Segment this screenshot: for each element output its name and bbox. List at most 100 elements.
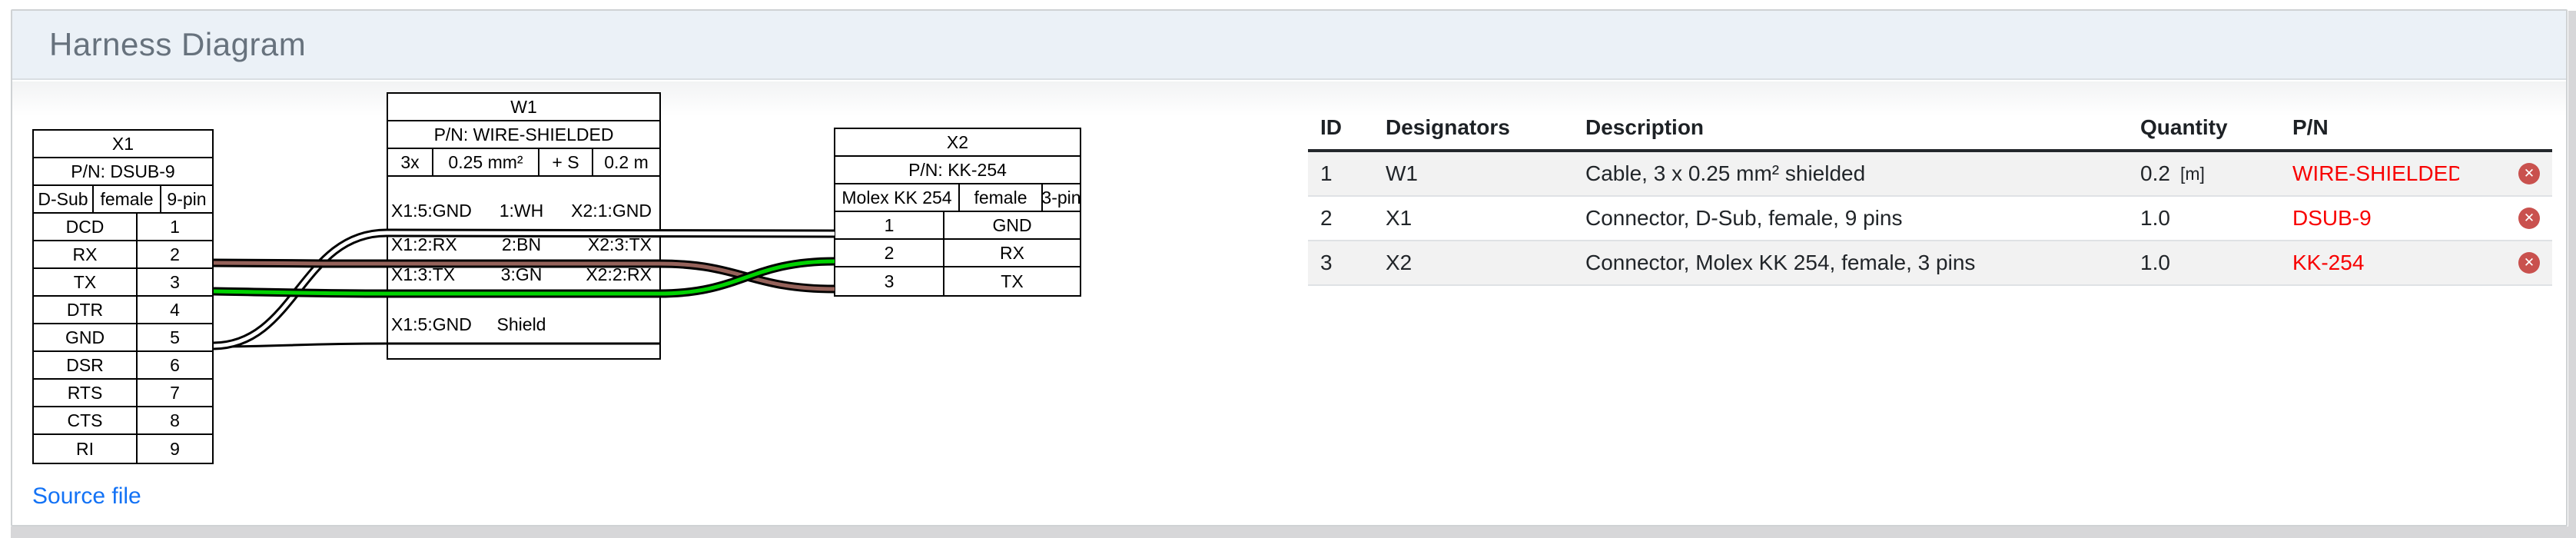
x1-pin-name: DTR xyxy=(34,297,138,323)
x1-pin-name: CTS xyxy=(34,407,138,433)
bom-header-id: ID xyxy=(1308,106,1373,152)
bom-cell-actions: ✕ xyxy=(2459,241,2552,286)
x1-pin-num: 8 xyxy=(170,410,180,430)
w1-length: 0.2 m xyxy=(604,151,649,172)
x2-type: Molex KK 254 xyxy=(835,184,960,211)
bom-cell-quantity: 0.2 [m] xyxy=(2128,152,2280,197)
bom-table: ID Designators Description Quantity P/N … xyxy=(1308,106,2552,286)
delete-row-button[interactable]: ✕ xyxy=(2518,208,2540,229)
bom-header-designators: Designators xyxy=(1373,106,1573,152)
delete-row-button[interactable]: ✕ xyxy=(2518,163,2540,184)
x1-pin-num: 6 xyxy=(170,354,180,375)
bom-cell-actions: ✕ xyxy=(2459,197,2552,241)
delete-icon: ✕ xyxy=(2523,210,2535,226)
delete-icon: ✕ xyxy=(2523,165,2535,181)
x1-pin-name: TX xyxy=(34,269,138,295)
bom-cell-pn: KK-254 xyxy=(2280,241,2459,286)
quantity-value: 1.0 xyxy=(2140,251,2170,274)
bom-header-actions xyxy=(2459,106,2552,152)
x1-pin-num: 3 xyxy=(170,271,180,292)
x1-gender: female xyxy=(94,186,161,212)
x2-part-number: P/N: KK-254 xyxy=(908,159,1007,180)
quantity-unit: [m] xyxy=(2179,163,2205,184)
page-background-bottom xyxy=(11,526,2576,538)
page-title: Harness Diagram xyxy=(49,26,307,62)
page-background-right xyxy=(2568,11,2576,538)
x1-pin-row: CTS 8 xyxy=(34,407,212,435)
quantity-value: 0.2 xyxy=(2140,161,2170,185)
bom-header-description: Description xyxy=(1573,106,2128,152)
x1-pincount: 9-pin xyxy=(167,188,207,209)
wire-to: X2:2:RX xyxy=(586,264,652,284)
bom-header-pn: P/N xyxy=(2280,106,2459,152)
w1-wire-area: X1:5:GND 1:WH X2:1:GND X1:2:RX 2:BN X2:3… xyxy=(388,177,659,358)
x2-pin-name: RX xyxy=(1000,242,1024,263)
x1-pin-num: 4 xyxy=(170,299,180,320)
x2-gender: female xyxy=(960,184,1043,211)
connector-table-x1: X1 P/N: DSUB-9 D-Sub female 9-pin DCD 1 R… xyxy=(32,129,214,464)
wire-from: X1:5:GND xyxy=(391,314,472,334)
bom-cell-pn: DSUB-9 xyxy=(2280,197,2459,241)
x2-pin-num: 1 xyxy=(835,212,944,238)
x1-pin-num: 2 xyxy=(170,244,180,264)
x1-pin-row: RTS 7 xyxy=(34,380,212,407)
x1-pin-row: RI 9 xyxy=(34,435,212,463)
x1-part-number: P/N: DSUB-9 xyxy=(71,161,175,181)
x2-pin-row: 1 GND xyxy=(835,212,1080,240)
wire-from: X1:2:RX xyxy=(391,234,457,254)
x1-pin-row: TX 3 xyxy=(34,269,212,297)
bom-cell-pn: WIRE-SHIELDED xyxy=(2280,152,2463,197)
w1-wirecount: 3x xyxy=(388,149,433,175)
x2-pincount: 3-pin xyxy=(1043,187,1080,208)
x2-pin-row: 2 RX xyxy=(835,240,1080,267)
bom-header-quantity: Quantity xyxy=(2128,106,2280,152)
x1-type: D-Sub xyxy=(34,186,94,212)
wire-to: X2:3:TX xyxy=(587,234,652,254)
quantity-value: 1.0 xyxy=(2140,206,2170,230)
x2-pin-name: GND xyxy=(992,214,1032,235)
wire-row-label: X1:3:TX 3:GN X2:2:RX xyxy=(391,263,652,286)
x1-pin-name: GND xyxy=(34,324,138,350)
bom-cell-description: Connector, D-Sub, female, 9 pins xyxy=(1573,197,2128,241)
x2-pin-row: 3 TX xyxy=(835,267,1080,295)
bom-cell-quantity: 1.0 xyxy=(2128,197,2280,241)
x1-pin-name: DSR xyxy=(34,352,138,378)
wire-row-label: X1:5:GND 1:WH X2:1:GND xyxy=(391,199,652,222)
bom-cell-description: Cable, 3 x 0.25 mm² shielded xyxy=(1573,152,2128,197)
x2-pin-name: TX xyxy=(1001,271,1024,291)
w1-gauge: 0.25 mm² xyxy=(433,149,539,175)
x1-pin-row: RX 2 xyxy=(34,241,212,269)
wire-from: X1:3:TX xyxy=(391,264,456,284)
bom-cell-id: 2 xyxy=(1308,197,1373,241)
bom-cell-description: Connector, Molex KK 254, female, 3 pins xyxy=(1573,241,2128,286)
bom-cell-designators: W1 xyxy=(1373,152,1573,197)
bom-cell-designators: X2 xyxy=(1373,241,1573,286)
wire-id-color: 2:BN xyxy=(501,234,542,254)
bom-cell-designators: X1 xyxy=(1373,197,1573,241)
x1-pin-name: DCD xyxy=(34,214,138,240)
w1-part-number: P/N: WIRE-SHIELDED xyxy=(433,124,614,144)
x1-pin-name: RTS xyxy=(34,380,138,406)
x1-pin-name: RI xyxy=(34,435,138,463)
wire-from: X1:5:GND xyxy=(391,200,472,221)
x1-pin-num: 5 xyxy=(170,327,180,347)
delete-icon: ✕ xyxy=(2523,254,2535,271)
x1-pin-num: 9 xyxy=(170,438,180,459)
wire-to: X2:1:GND xyxy=(571,200,652,221)
bom-cell-actions: ✕ xyxy=(2459,152,2552,197)
x1-pin-num: 7 xyxy=(170,382,180,403)
delete-row-button[interactable]: ✕ xyxy=(2518,252,2540,274)
shield-label: Shield xyxy=(496,314,546,334)
x1-pin-row: DCD 1 xyxy=(34,214,212,241)
x2-designator: X2 xyxy=(946,131,969,152)
source-file-link[interactable]: Source file xyxy=(32,483,141,509)
x1-pin-num: 1 xyxy=(170,216,180,237)
x1-pin-row: DTR 4 xyxy=(34,297,212,324)
x1-pin-row: GND 5 xyxy=(34,324,212,352)
wire-id-color: 1:WH xyxy=(499,200,544,221)
x1-pin-row: DSR 6 xyxy=(34,352,212,380)
shield-row-label: X1:5:GND Shield xyxy=(391,313,652,336)
wire-id-color: 3:GN xyxy=(500,264,543,284)
bom-cell-id: 1 xyxy=(1308,152,1373,197)
